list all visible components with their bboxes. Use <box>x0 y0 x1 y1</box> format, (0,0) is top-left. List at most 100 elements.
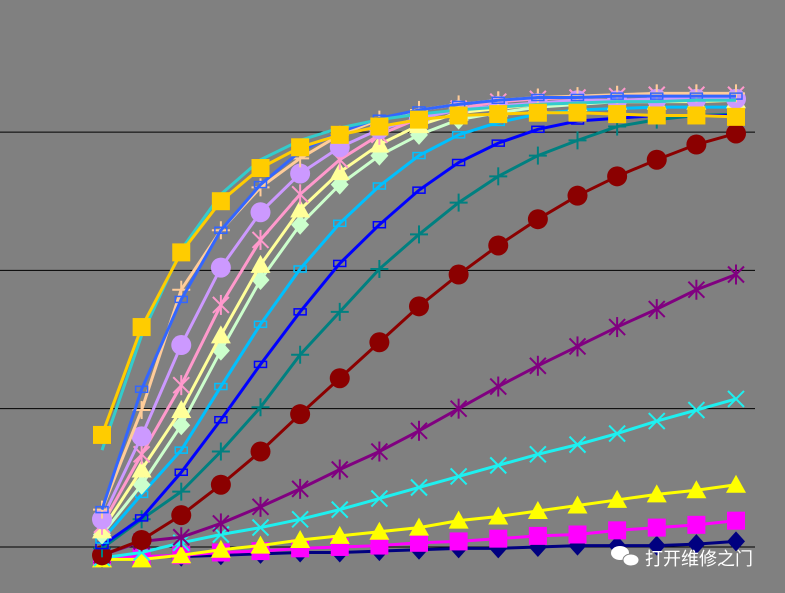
marker <box>647 106 666 125</box>
marker <box>210 325 231 344</box>
marker <box>646 484 667 503</box>
marker <box>291 214 310 235</box>
marker-shape <box>567 495 588 514</box>
marker <box>253 320 268 329</box>
marker <box>329 525 350 544</box>
marker-shape <box>171 505 192 526</box>
marker-shape <box>210 474 231 495</box>
marker <box>372 182 387 190</box>
marker-shape <box>646 149 667 170</box>
marker <box>449 193 468 212</box>
marker <box>174 295 188 304</box>
marker <box>250 441 271 462</box>
marker <box>172 527 190 548</box>
marker <box>491 139 505 147</box>
marker-shape <box>370 536 389 555</box>
marker <box>531 93 545 102</box>
marker-shape <box>647 535 666 556</box>
marker <box>174 446 188 454</box>
marker <box>290 199 311 218</box>
marker-shape <box>174 446 188 454</box>
marker-stroke <box>608 424 626 443</box>
marker-shape <box>330 125 349 144</box>
marker <box>687 106 706 125</box>
marker-shape <box>210 257 231 278</box>
marker <box>132 318 151 337</box>
marker <box>214 415 228 424</box>
marker-shape <box>647 518 666 537</box>
marker <box>687 401 706 419</box>
marker <box>647 518 666 537</box>
marker <box>293 308 307 316</box>
marker-stroke <box>529 445 547 463</box>
marker-shape <box>92 509 112 530</box>
marker-shape <box>686 134 707 155</box>
marker-shape <box>409 296 429 317</box>
marker-shape <box>250 441 271 462</box>
marker-shape <box>410 533 428 552</box>
marker-shape <box>131 459 152 478</box>
marker <box>647 535 666 556</box>
marker-shape <box>570 93 585 102</box>
marker <box>131 459 152 478</box>
marker-shape <box>409 517 429 536</box>
marker <box>489 456 507 475</box>
marker <box>92 509 112 530</box>
marker-shape <box>171 545 192 564</box>
marker <box>568 103 587 122</box>
marker <box>93 425 111 444</box>
marker <box>607 489 628 508</box>
marker-shape <box>172 415 191 436</box>
marker-shape <box>727 107 745 126</box>
marker-shape <box>329 368 350 389</box>
marker-shape <box>607 489 628 508</box>
marker-shape <box>174 295 188 304</box>
marker <box>211 442 230 461</box>
marker <box>646 149 667 170</box>
marker <box>608 424 626 443</box>
marker-shape <box>293 265 307 273</box>
marker-shape <box>527 500 548 519</box>
marker <box>330 125 349 144</box>
marker <box>172 375 190 396</box>
watermark-icon <box>622 553 640 567</box>
marker-shape <box>290 199 311 218</box>
marker-shape <box>333 259 347 268</box>
marker <box>212 294 230 315</box>
marker <box>650 92 664 100</box>
marker-shape <box>527 209 548 230</box>
marker-shape <box>214 415 228 424</box>
marker-shape <box>489 529 508 548</box>
marker-stroke <box>648 412 666 430</box>
marker <box>291 510 309 528</box>
marker <box>448 264 469 285</box>
marker-shape <box>489 105 508 124</box>
marker-shape <box>449 106 468 125</box>
marker-shape <box>410 110 428 129</box>
marker <box>491 96 505 105</box>
marker-shape <box>93 425 111 444</box>
marker <box>449 532 468 551</box>
marker <box>727 511 745 530</box>
marker <box>528 146 547 165</box>
marker-shape <box>647 106 666 125</box>
marker <box>527 500 548 519</box>
marker-shape <box>607 166 628 187</box>
marker <box>567 185 588 206</box>
marker <box>210 539 231 558</box>
marker-shape <box>253 360 268 369</box>
marker <box>687 515 706 534</box>
marker <box>131 549 152 568</box>
marker <box>648 299 666 320</box>
marker <box>410 478 428 497</box>
marker <box>171 545 192 564</box>
marker <box>727 264 745 285</box>
marker-stroke <box>331 500 349 519</box>
marker <box>171 400 192 419</box>
marker-shape <box>291 138 310 157</box>
marker <box>134 514 149 522</box>
marker <box>214 226 228 235</box>
marker <box>531 125 545 134</box>
marker-shape <box>172 243 191 262</box>
